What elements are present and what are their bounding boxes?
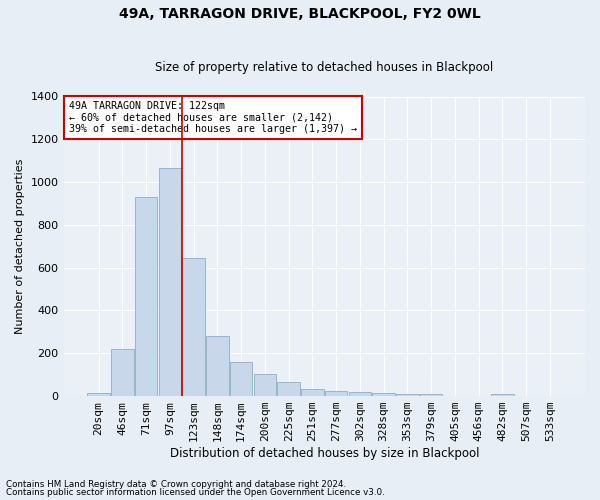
Bar bbox=[491, 394, 514, 396]
Bar bbox=[135, 197, 157, 396]
Bar bbox=[301, 388, 323, 396]
Title: Size of property relative to detached houses in Blackpool: Size of property relative to detached ho… bbox=[155, 62, 493, 74]
Bar bbox=[396, 394, 419, 396]
Bar bbox=[349, 392, 371, 396]
Bar bbox=[230, 362, 253, 396]
Bar bbox=[158, 168, 181, 396]
Bar bbox=[277, 382, 300, 396]
Bar bbox=[325, 392, 347, 396]
Text: Contains public sector information licensed under the Open Government Licence v3: Contains public sector information licen… bbox=[6, 488, 385, 497]
X-axis label: Distribution of detached houses by size in Blackpool: Distribution of detached houses by size … bbox=[170, 447, 479, 460]
Bar bbox=[87, 393, 110, 396]
Bar bbox=[206, 336, 229, 396]
Bar bbox=[182, 258, 205, 396]
Text: 49A TARRAGON DRIVE: 122sqm
← 60% of detached houses are smaller (2,142)
39% of s: 49A TARRAGON DRIVE: 122sqm ← 60% of deta… bbox=[69, 101, 357, 134]
Bar bbox=[420, 394, 442, 396]
Bar bbox=[111, 349, 134, 396]
Bar bbox=[254, 374, 276, 396]
Text: 49A, TARRAGON DRIVE, BLACKPOOL, FY2 0WL: 49A, TARRAGON DRIVE, BLACKPOOL, FY2 0WL bbox=[119, 8, 481, 22]
Bar bbox=[373, 393, 395, 396]
Text: Contains HM Land Registry data © Crown copyright and database right 2024.: Contains HM Land Registry data © Crown c… bbox=[6, 480, 346, 489]
Y-axis label: Number of detached properties: Number of detached properties bbox=[15, 158, 25, 334]
